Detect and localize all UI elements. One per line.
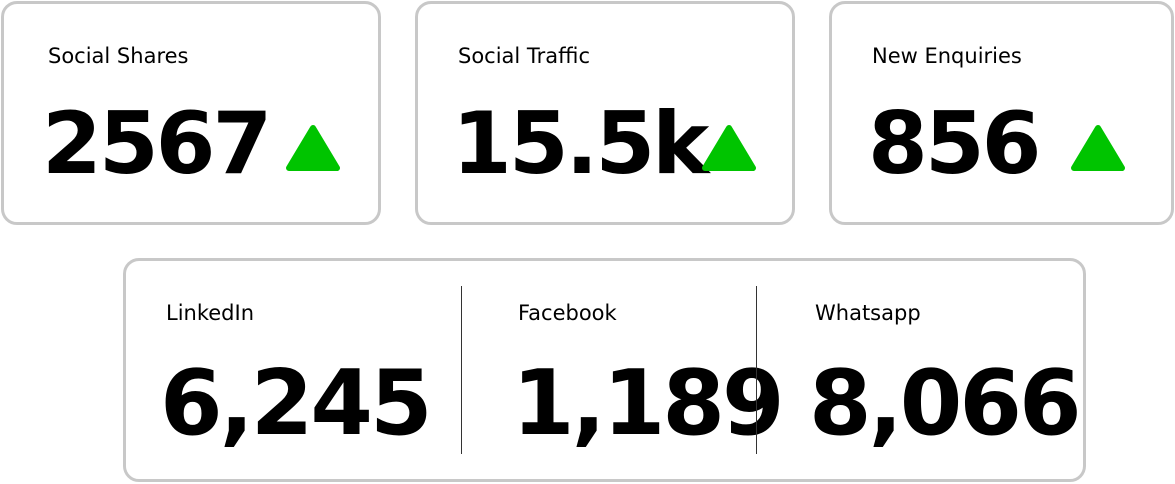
kpi-card: Social Traffic 15.5k — [415, 1, 795, 225]
kpi-value: 856 — [868, 94, 1042, 194]
kpi-label: Social Traffic — [458, 44, 591, 68]
kpi-value: 2567 — [42, 94, 272, 194]
platform-label: Facebook — [518, 301, 617, 325]
platform-value: 8,066 — [809, 351, 1082, 456]
up-arrow — [702, 125, 756, 171]
kpi-card: Social Shares 2567 — [1, 1, 381, 225]
platform-label: Whatsapp — [815, 301, 921, 325]
kpi-card: New Enquiries 856 — [829, 1, 1174, 225]
social-card: LinkedIn 6,245 Facebook 1,189 Whatsapp 8… — [123, 258, 1086, 482]
divider — [756, 286, 757, 454]
platform-value: 6,245 — [160, 351, 433, 456]
platform-label: LinkedIn — [166, 301, 255, 325]
kpi-value: 15.5k — [452, 94, 709, 194]
divider — [461, 286, 462, 454]
platform-value: 1,189 — [512, 351, 785, 456]
up-arrow — [286, 125, 340, 171]
kpi-label: New Enquiries — [872, 44, 1022, 68]
kpi-label: Social Shares — [48, 44, 189, 68]
up-arrow — [1071, 125, 1125, 171]
